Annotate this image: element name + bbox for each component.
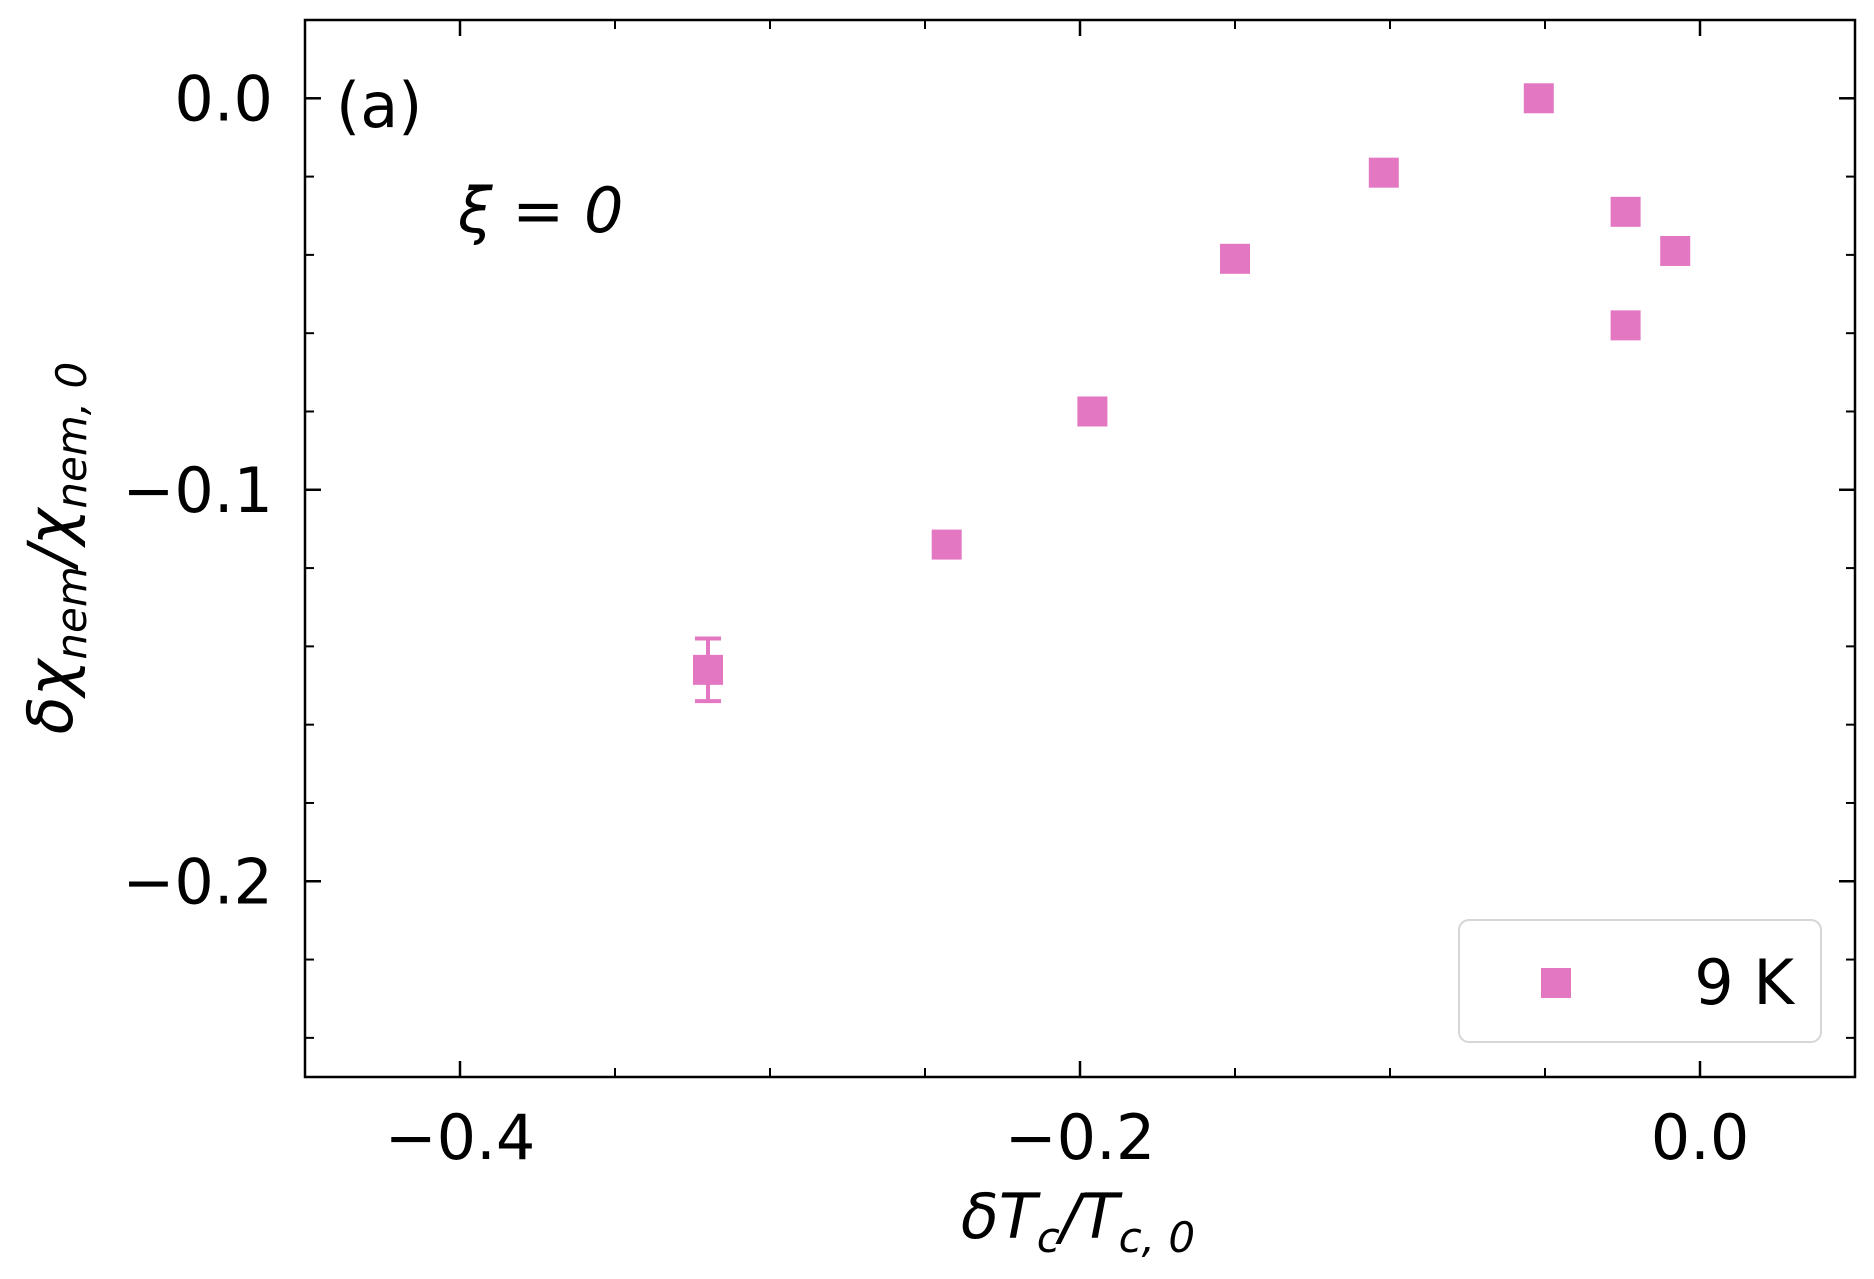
legend-label-9k: 9 K <box>1694 946 1795 1019</box>
y-tick-label: −0.2 <box>122 845 273 918</box>
data-point <box>1368 157 1399 188</box>
square-marker <box>1220 243 1250 274</box>
y-tick-label: −0.1 <box>122 454 273 527</box>
x-tick-label: −0.2 <box>1005 1101 1156 1174</box>
legend-marker-9k <box>1541 968 1571 998</box>
ticks-layer: −0.4 −0.2 0.0 0.0 −0.1 −0.2 <box>122 19 1856 1174</box>
square-marker <box>1368 157 1399 188</box>
square-marker <box>1610 310 1641 341</box>
square-marker <box>693 654 723 685</box>
y-axis-label-sub2: nem, 0 <box>47 362 96 509</box>
x-tick-label: 0.0 <box>1651 1101 1750 1174</box>
x-axis-label-main: δT <box>961 1180 1041 1253</box>
data-point <box>1610 310 1641 341</box>
x-axis-label-sub2: c, 0 <box>1119 1213 1196 1262</box>
legend: 9 K <box>1458 919 1822 1043</box>
square-marker <box>1660 235 1691 266</box>
x-axis-label: δTc/Tc, 0 <box>961 1180 1195 1262</box>
data-point <box>931 529 962 560</box>
y-axis-label-main: δχ <box>14 657 87 734</box>
data-point <box>1610 196 1641 227</box>
data-point <box>1660 235 1691 266</box>
y-axis-label-slash: /χ <box>14 506 87 571</box>
plot-frame <box>303 18 1857 1079</box>
legend-frame <box>1458 919 1822 1043</box>
square-marker <box>1523 83 1554 114</box>
x-axis-label-slash: /T <box>1055 1180 1123 1253</box>
square-marker <box>931 529 962 560</box>
data-point <box>1077 396 1108 427</box>
square-marker <box>1077 396 1108 427</box>
data-points <box>693 83 1691 704</box>
x-axis-label-sub: c <box>1037 1213 1060 1262</box>
data-point <box>1523 83 1554 114</box>
x-tick-label: −0.4 <box>385 1101 536 1174</box>
data-point <box>693 636 723 704</box>
square-marker <box>1610 196 1641 227</box>
y-axis-label-sub: nem <box>47 566 96 659</box>
xi-annotation: ξ = 0 <box>457 174 623 247</box>
data-point <box>1220 243 1250 274</box>
y-tick-label: 0.0 <box>174 62 273 135</box>
panel-label: (a) <box>336 69 422 142</box>
y-axis-label: δχnem/χnem, 0 <box>14 362 96 734</box>
